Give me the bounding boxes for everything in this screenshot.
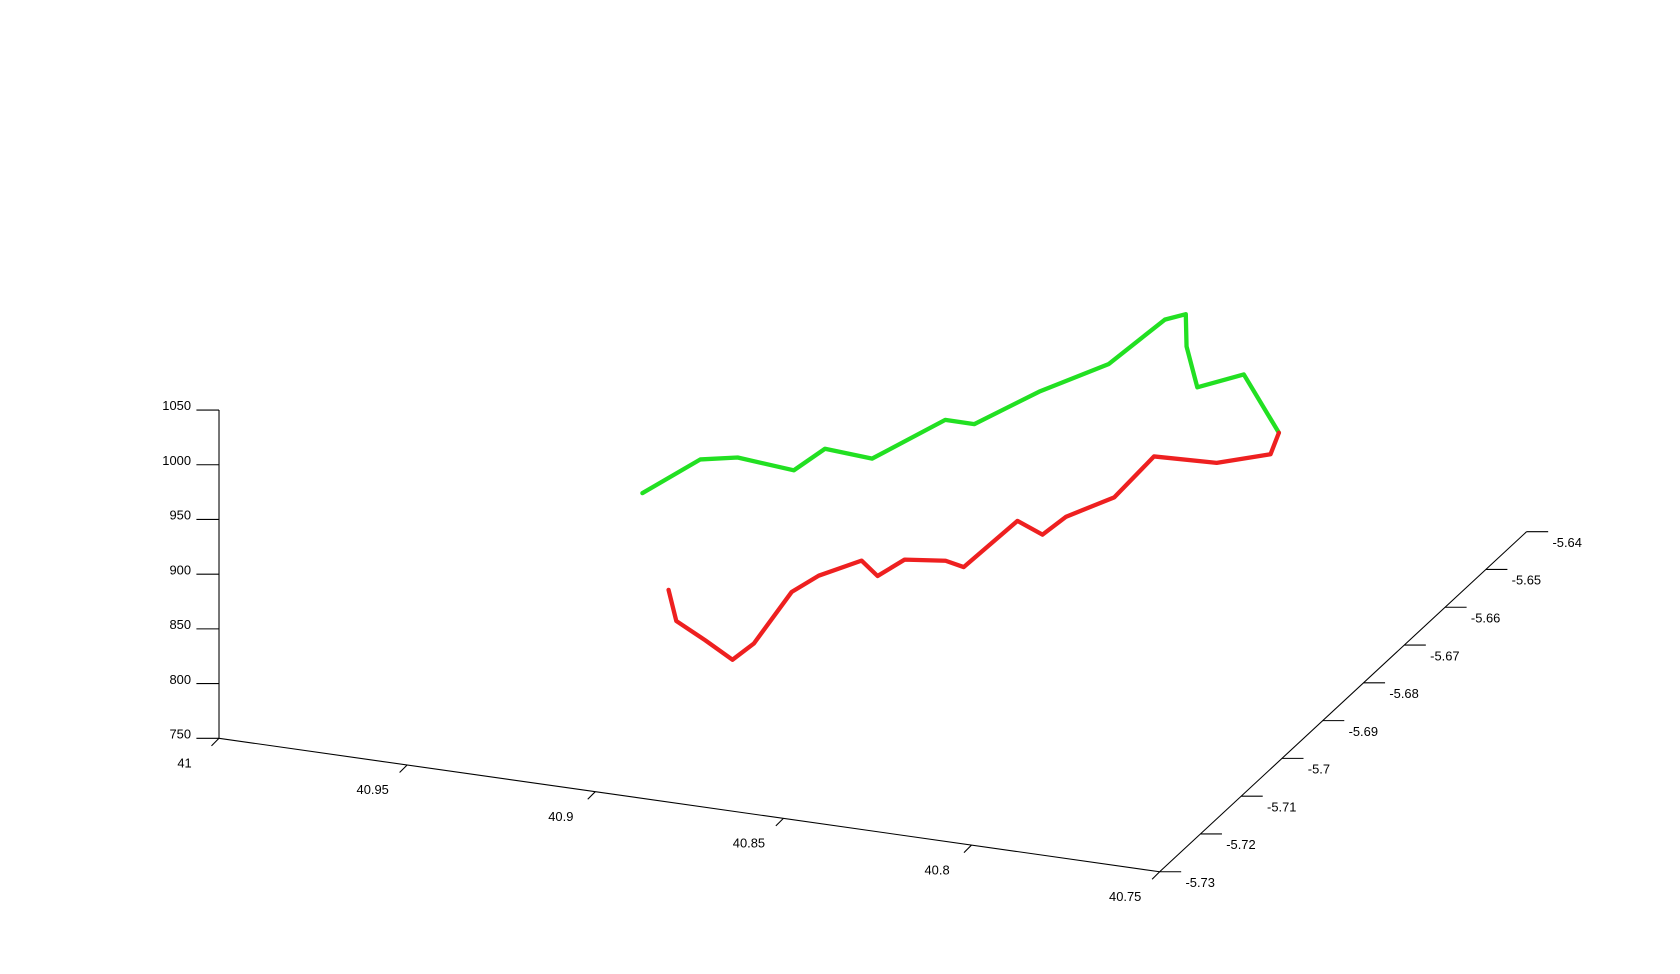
x-tick	[399, 764, 408, 773]
x-tick	[211, 737, 220, 747]
z-tick-label: 900	[169, 562, 191, 577]
x-tick	[1151, 871, 1161, 880]
x-tick-label: 40.9	[548, 809, 573, 824]
y-tick-label: -5.72	[1226, 837, 1255, 852]
z-tick-label: 750	[169, 726, 191, 741]
track-line	[666, 430, 1282, 662]
x-tick-label: 40.95	[357, 782, 389, 797]
y-tick-label: -5.64	[1552, 535, 1581, 550]
x-tick-label: 40.8	[925, 862, 950, 877]
z-tick-label: 1000	[162, 453, 191, 468]
y-axis	[1159, 531, 1528, 873]
y-tick-label: -5.65	[1512, 573, 1541, 588]
z-tick-label: 850	[169, 617, 191, 632]
z-tick-label: 950	[169, 508, 191, 523]
z-tick-label: 1050	[162, 398, 191, 413]
y-tick-label: -5.69	[1349, 724, 1378, 739]
x-tick	[775, 817, 784, 827]
x-tick-label: 41	[177, 756, 191, 771]
y-tick-label: -5.73	[1185, 875, 1214, 890]
x-tick	[587, 791, 596, 800]
z-tick-label: 800	[169, 672, 191, 687]
x-axis	[218, 737, 1160, 873]
y-tick-label: -5.7	[1308, 762, 1330, 777]
x-tick-label: 40.75	[1109, 889, 1141, 904]
x-tick	[963, 844, 972, 853]
y-tick-label: -5.67	[1430, 648, 1459, 663]
x-tick-label: 40.85	[733, 836, 765, 851]
y-tick-label: -5.71	[1267, 799, 1296, 814]
y-tick-label: -5.68	[1389, 686, 1418, 701]
y-tick-label: -5.66	[1471, 610, 1500, 625]
track-line	[640, 312, 1282, 496]
